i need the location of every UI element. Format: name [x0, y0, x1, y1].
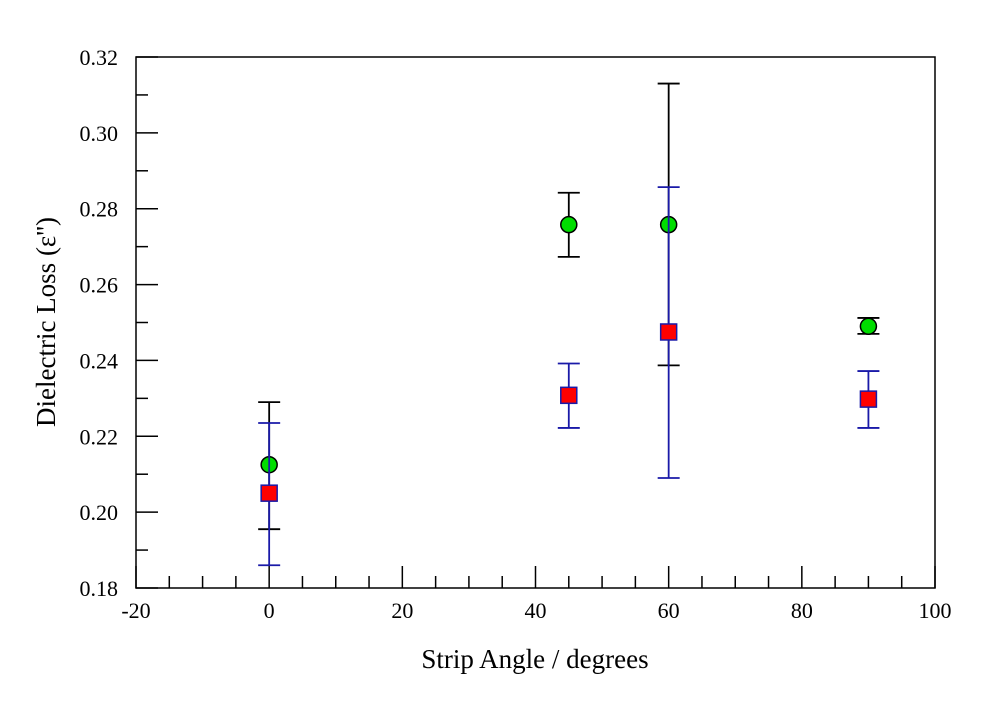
plot-frame	[135, 56, 936, 589]
data-point-square	[659, 323, 678, 341]
tick-labels: -20 0 20 40 60 80 100 0.18 0.20 0.22 0.24 0.26 0.28 0…	[80, 45, 952, 623]
series-circle	[258, 82, 880, 531]
x-axis-label: Strip Angle / degrees	[421, 644, 648, 674]
x-tick-label: 0	[264, 598, 275, 623]
y-tick-label: 0.32	[80, 45, 119, 70]
series-square	[258, 186, 880, 567]
y-tick-label: 0.20	[80, 500, 119, 525]
y-tick-label: 0.26	[80, 273, 119, 298]
data-point-circle	[560, 215, 578, 234]
y-axis-label: Dielectric Loss (ε'')	[31, 217, 61, 427]
data-point-square	[560, 386, 578, 405]
y-tick-label: 0.28	[80, 197, 119, 222]
x-tick-label: -20	[121, 598, 150, 623]
data-point-circle	[859, 317, 878, 336]
data-point-square	[260, 484, 278, 502]
y-tick-label: 0.24	[80, 348, 119, 373]
x-tick-label: 100	[919, 598, 952, 623]
axes	[135, 56, 936, 589]
x-tick-label: 60	[658, 598, 680, 623]
x-tick-label: 20	[391, 598, 413, 623]
data-point-square	[859, 390, 878, 408]
x-tick-label: 40	[525, 598, 547, 623]
y-tick-label: 0.18	[80, 576, 119, 601]
data-marks	[258, 82, 880, 567]
x-tick-label: 80	[791, 598, 813, 623]
y-tick-label: 0.22	[80, 424, 119, 449]
y-tick-label: 0.30	[80, 121, 119, 146]
